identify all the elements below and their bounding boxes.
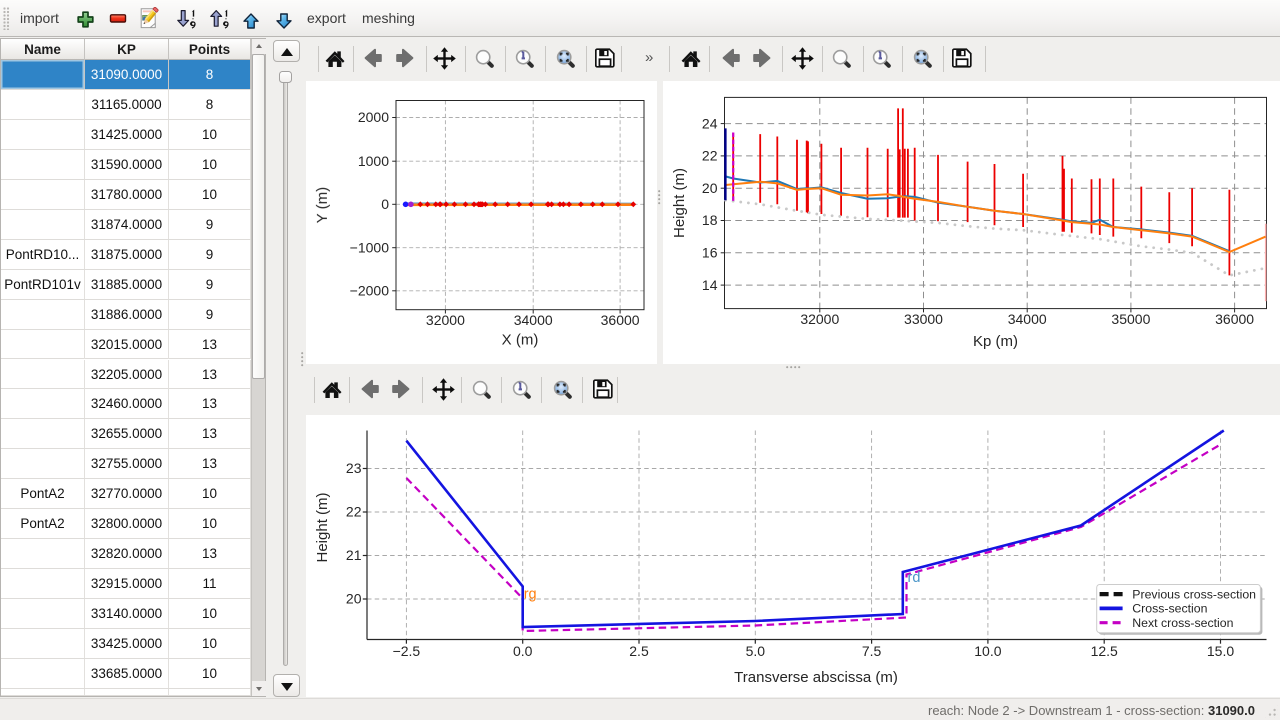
svg-text:23: 23: [346, 460, 362, 476]
svg-text:20: 20: [346, 591, 362, 607]
svg-text:12.5: 12.5: [1091, 643, 1118, 659]
svg-text:35000: 35000: [1111, 311, 1150, 327]
svg-text:33000: 33000: [904, 311, 943, 327]
svg-text:32000: 32000: [426, 312, 465, 328]
svg-text:5.0: 5.0: [746, 643, 766, 659]
svg-text:Previous cross-section: Previous cross-section: [1132, 587, 1256, 601]
svg-text:2.5: 2.5: [629, 643, 649, 659]
svg-text:−1000: −1000: [350, 239, 390, 255]
svg-text:20: 20: [702, 180, 718, 196]
svg-text:2000: 2000: [358, 109, 389, 125]
svg-text:Next cross-section: Next cross-section: [1132, 616, 1233, 630]
svg-text:24: 24: [702, 115, 718, 131]
svg-text:Height (m): Height (m): [314, 492, 331, 562]
svg-text:Height (m): Height (m): [671, 168, 688, 238]
svg-text:22: 22: [702, 148, 718, 164]
svg-text:−2000: −2000: [350, 283, 390, 299]
svg-text:21: 21: [346, 547, 362, 563]
svg-text:15.0: 15.0: [1207, 643, 1234, 659]
svg-text:36000: 36000: [1215, 311, 1254, 327]
svg-text:Transverse abscissa (m): Transverse abscissa (m): [734, 669, 898, 686]
svg-text:7.5: 7.5: [862, 643, 882, 659]
svg-text:rg: rg: [524, 587, 537, 603]
svg-text:X (m): X (m): [502, 332, 539, 349]
svg-text:rd: rd: [908, 570, 921, 586]
svg-text:10.0: 10.0: [974, 643, 1001, 659]
svg-text:0.0: 0.0: [513, 643, 533, 659]
svg-text:−2.5: −2.5: [393, 643, 421, 659]
svg-text:16: 16: [702, 245, 718, 261]
svg-text:Y (m): Y (m): [314, 187, 331, 223]
svg-text:36000: 36000: [601, 312, 640, 328]
svg-text:14: 14: [702, 277, 718, 293]
svg-text:32000: 32000: [800, 311, 839, 327]
svg-text:Cross-section: Cross-section: [1132, 602, 1207, 616]
svg-text:34000: 34000: [1008, 311, 1047, 327]
svg-text:18: 18: [702, 212, 718, 228]
svg-text:Kp (m): Kp (m): [973, 333, 1018, 350]
svg-text:34000: 34000: [514, 312, 553, 328]
svg-text:0: 0: [381, 196, 389, 212]
svg-text:22: 22: [346, 504, 362, 520]
svg-text:1000: 1000: [358, 153, 389, 169]
